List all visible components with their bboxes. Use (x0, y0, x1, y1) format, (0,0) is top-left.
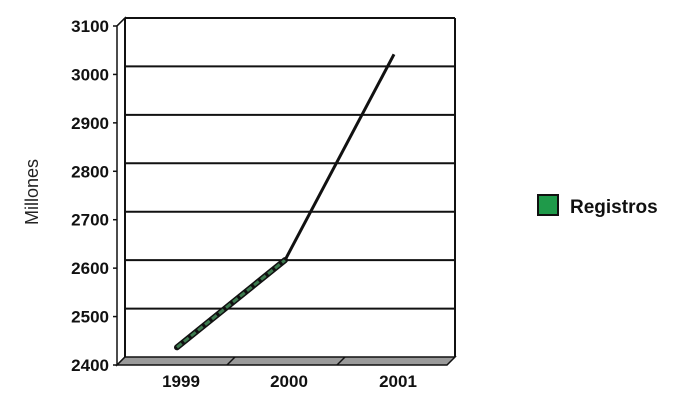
xtick-label-2000: 2000 (270, 372, 308, 391)
ytick-label-2400: 2400 (71, 356, 109, 375)
label-layer: Millones (22, 159, 42, 225)
ytick-label-3000: 3000 (71, 65, 109, 84)
ytick-label-2800: 2800 (71, 162, 109, 181)
ytick-label-2600: 2600 (71, 259, 109, 278)
xtick-label-1999: 1999 (162, 372, 200, 391)
ytick-label-3100: 3100 (71, 17, 109, 36)
floor-divider-1 (336, 356, 346, 366)
legend-swatch-registros (537, 194, 559, 216)
floor-divider-0 (226, 356, 236, 366)
ytick-label-2900: 2900 (71, 114, 109, 133)
series-segment-2 (283, 53, 396, 261)
ytick-label-2500: 2500 (71, 308, 109, 327)
ytick-label-2700: 2700 (71, 211, 109, 230)
grid-layer (116, 17, 455, 318)
y-axis-label: Millones (22, 159, 42, 225)
series-segment-1-fill (176, 258, 286, 349)
legend: Registros (537, 194, 658, 218)
series-layer (174, 53, 396, 351)
left-wall (116, 16, 126, 367)
legend-label-registros: Registros (570, 197, 658, 218)
axis-layer: 2400 2500 2600 2700 2800 2900 3000 3100 1999 2000… (71, 16, 457, 391)
floor (115, 356, 457, 366)
xtick-label-2001: 2001 (379, 372, 417, 391)
